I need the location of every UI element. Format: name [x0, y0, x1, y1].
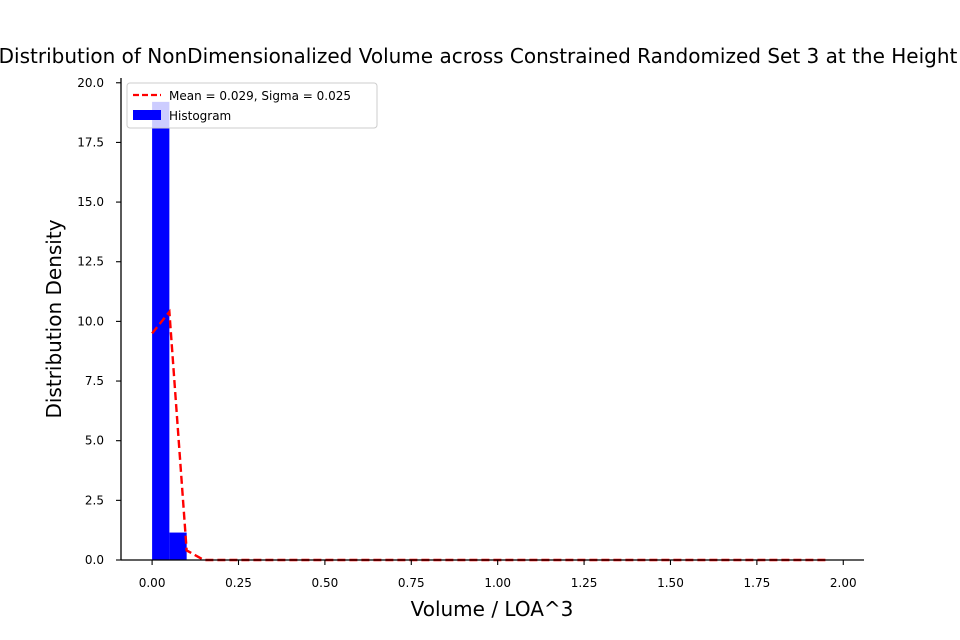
y-tick-label: 0.0: [85, 553, 104, 567]
legend: Mean = 0.029, Sigma = 0.025 Histogram: [126, 82, 378, 129]
legend-bar-swatch: [133, 110, 161, 120]
y-tick-label: 5.0: [85, 434, 104, 448]
x-tick-label: 1.00: [484, 576, 511, 590]
x-tick-label: 0.50: [312, 576, 339, 590]
x-tick-label: 1.25: [571, 576, 598, 590]
y-tick-label: 2.5: [85, 493, 104, 507]
y-tick-label: 15.0: [77, 195, 104, 209]
x-tick-label: 1.75: [744, 576, 771, 590]
fit-line: [151, 308, 826, 562]
x-axis-label: Volume / LOA^3: [411, 597, 574, 621]
legend-box: [126, 82, 378, 129]
x-tick-label: 2.00: [830, 576, 857, 590]
legend-label-histogram: Histogram: [169, 109, 231, 123]
y-axis-label: Distribution Density: [42, 219, 66, 418]
histogram-bars: [152, 101, 187, 560]
y-tick-label: 17.5: [77, 135, 104, 149]
y-tick-label: 20.0: [77, 76, 104, 90]
y-tick-label: 7.5: [85, 374, 104, 388]
y-ticks: 0.0 2.5 5.0 7.5 10.0 12.5 15.0 17.5 20.0: [77, 76, 121, 567]
x-tick-label: 0.00: [139, 576, 166, 590]
x-tick-label: 0.75: [398, 576, 425, 590]
y-tick-label: 12.5: [77, 255, 104, 269]
x-tick-label: 1.50: [657, 576, 684, 590]
histogram-bar: [152, 101, 170, 560]
y-tick-label: 10.0: [77, 314, 104, 328]
histogram-bar: [169, 532, 187, 560]
chart-title: Distribution of NonDimensionalized Volum…: [0, 44, 958, 68]
legend-label-fit: Mean = 0.029, Sigma = 0.025: [169, 89, 351, 103]
fit-line-group: [151, 308, 826, 562]
x-ticks: 0.00 0.25 0.50 0.75 1.00 1.25 1.50 1.75 2.00: [139, 560, 857, 590]
x-tick-label: 0.25: [225, 576, 252, 590]
